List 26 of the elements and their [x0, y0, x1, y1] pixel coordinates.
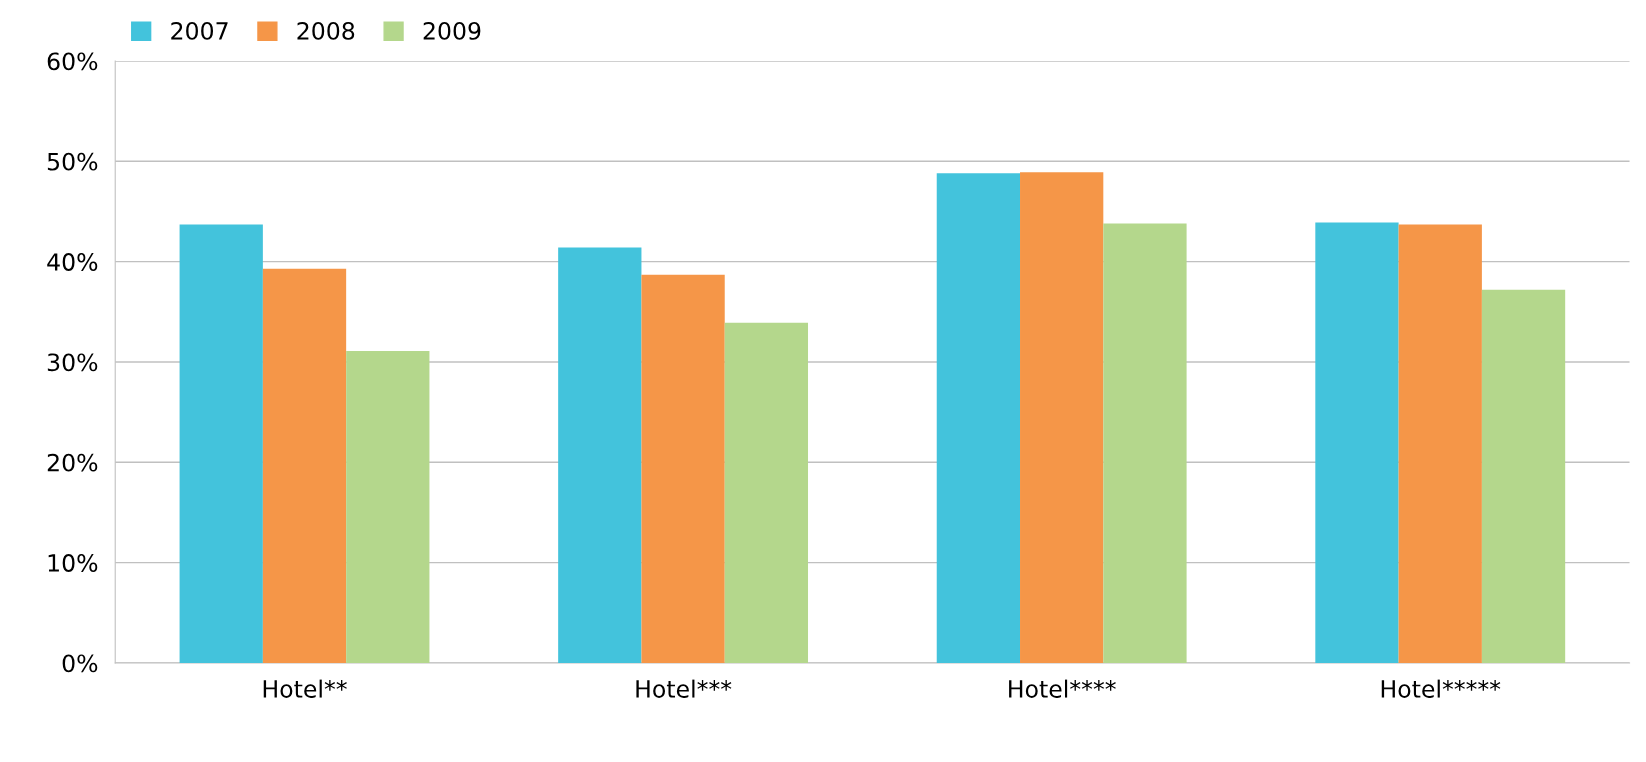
- legend-label: 2009: [423, 22, 481, 40]
- bar: [558, 247, 642, 663]
- x-tick-label: Hotel***: [636, 679, 732, 698]
- bar: [262, 268, 347, 663]
- x-tick-label: Hotel****: [1009, 679, 1116, 698]
- bar: [641, 274, 725, 663]
- y-tick-label: 10%: [48, 554, 98, 572]
- x-tick-label: Hotel**: [263, 679, 347, 698]
- bar: [1398, 224, 1482, 663]
- bar: [1020, 172, 1104, 663]
- y-tick-label: 20%: [47, 453, 98, 472]
- bar: [936, 173, 1021, 663]
- legend-label: 2008: [297, 22, 355, 40]
- bar: [1481, 289, 1566, 663]
- bar: [179, 224, 263, 663]
- y-tick-label: 60%: [47, 52, 98, 71]
- bar: [724, 322, 809, 663]
- y-tick-label: 40%: [47, 253, 98, 271]
- bar: [1103, 223, 1187, 663]
- bar: [346, 350, 430, 663]
- y-tick-label: 50%: [47, 152, 98, 171]
- y-tick-label: 30%: [47, 353, 98, 372]
- legend-label: 2007: [171, 22, 228, 40]
- x-tick-label: Hotel*****: [1381, 679, 1501, 698]
- y-tick-label: 0%: [62, 654, 98, 673]
- bar: [1315, 222, 1399, 663]
